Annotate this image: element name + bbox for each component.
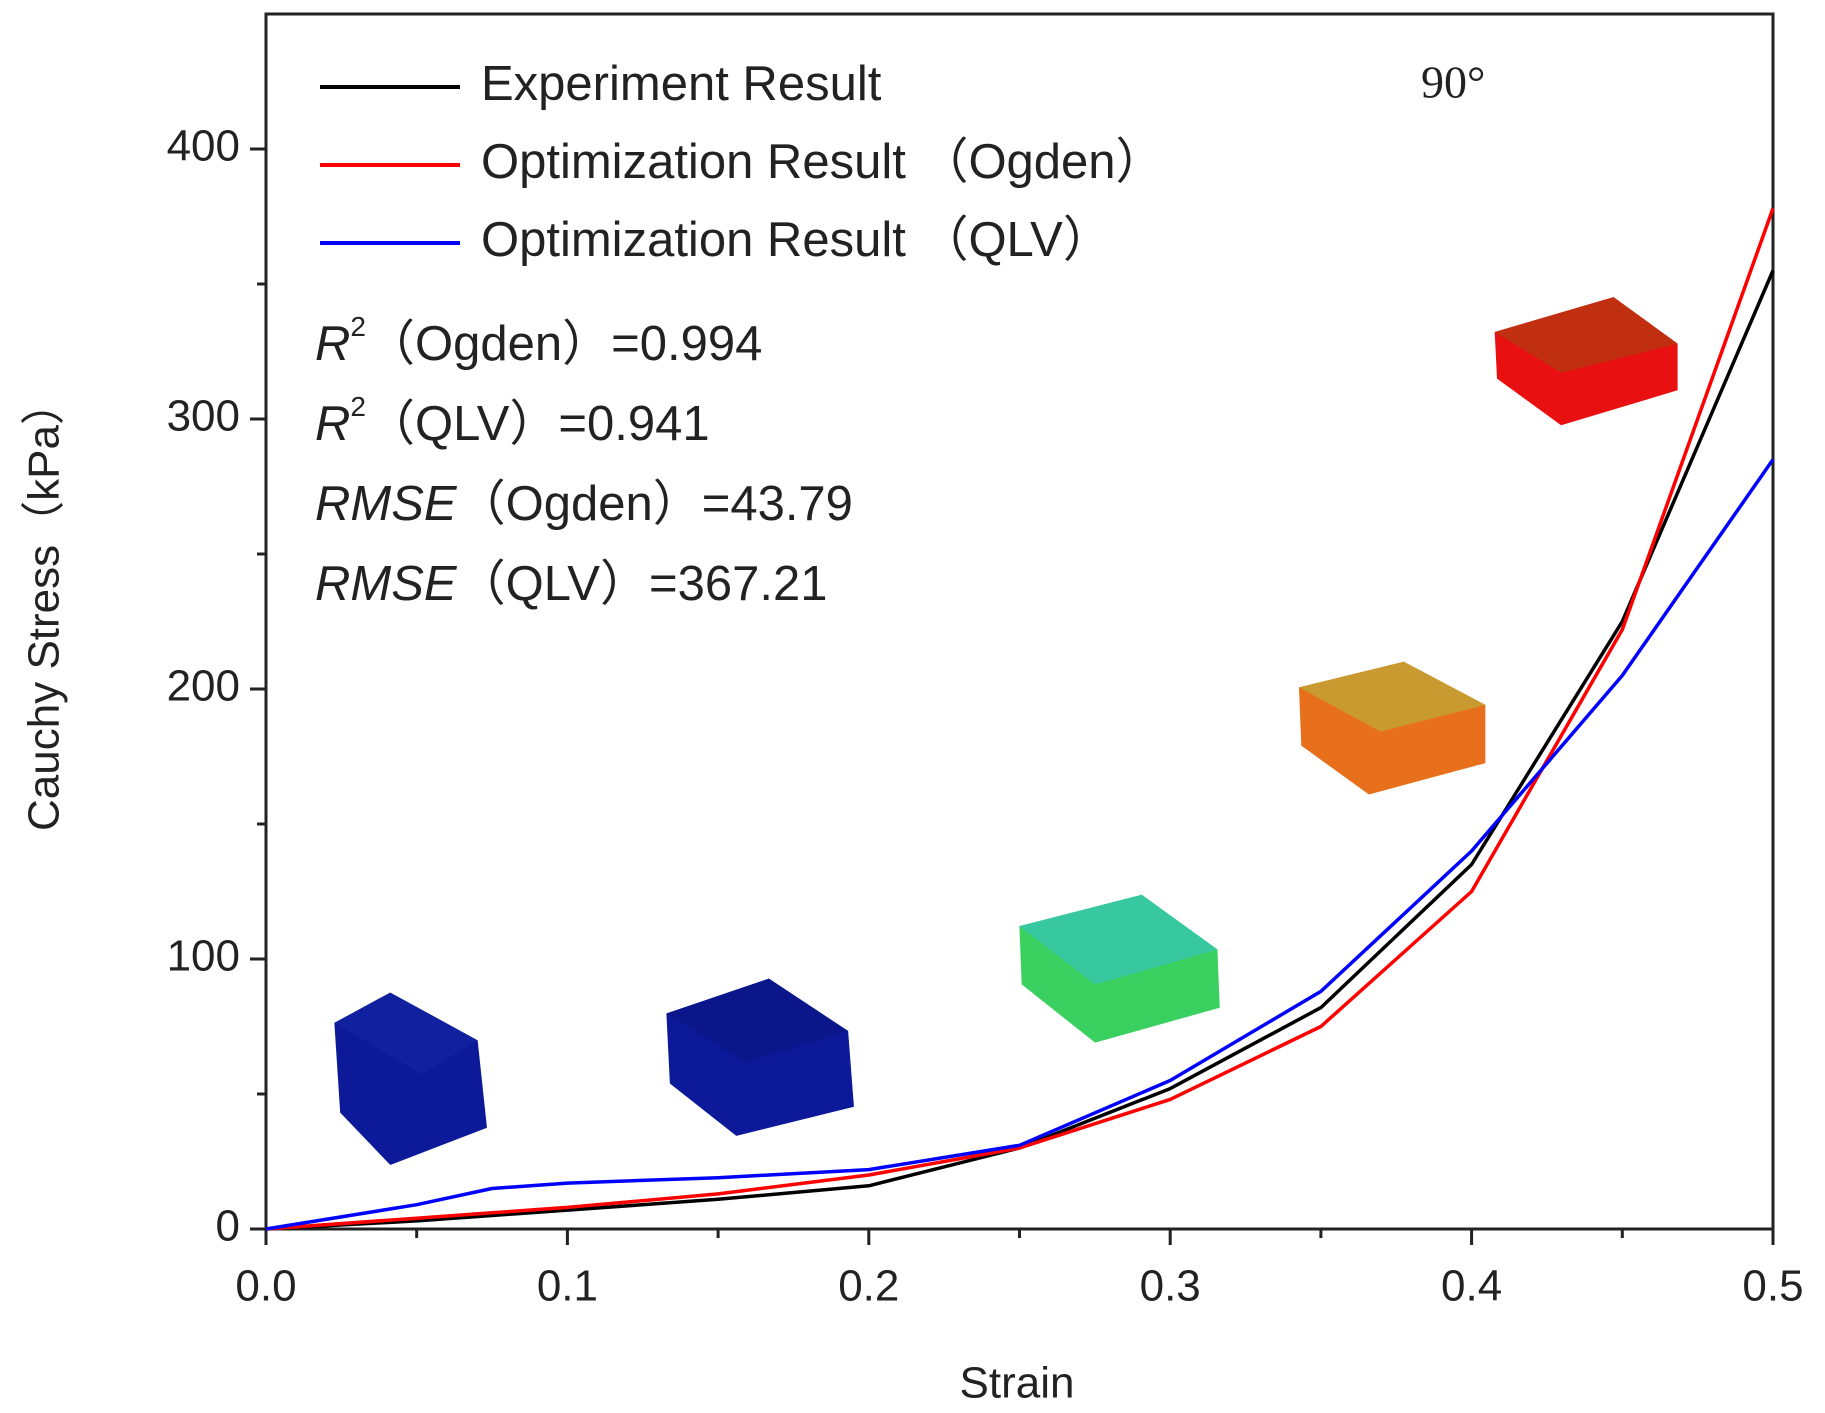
metric-text: （Ogden）=0.994: [366, 317, 762, 371]
legend-label: Optimization Result （QLV）: [481, 213, 1112, 267]
metric-superscript: 2: [350, 311, 366, 342]
y-tick-label: 400: [167, 122, 240, 171]
fit-metric: R2（Ogden）=0.994: [315, 311, 762, 371]
y-tick-label: 100: [167, 932, 240, 981]
legend-label: Experiment Result: [481, 57, 882, 111]
y-tick-label: 200: [167, 662, 240, 711]
fit-metric: R2（QLV）=0.941: [315, 391, 710, 451]
x-tick-label: 0.2: [838, 1262, 899, 1311]
metric-text: （QLV）=367.21: [457, 557, 828, 611]
fe-cube-illustrations: [334, 297, 1678, 1165]
x-tick-label: 0.0: [235, 1262, 296, 1311]
metric-symbol: RMSE: [315, 557, 458, 611]
x-tick-label: 0.4: [1441, 1262, 1502, 1311]
y-axis-title: Cauchy Stress（kPa）: [20, 381, 69, 831]
fit-metric: RMSE（Ogden）=43.79: [315, 477, 853, 531]
x-tick-label: 0.5: [1742, 1262, 1803, 1311]
metric-superscript: 2: [350, 391, 366, 422]
fit-metric: RMSE（QLV）=367.21: [315, 557, 827, 611]
x-tick-label: 0.1: [537, 1262, 598, 1311]
metric-text: （QLV）=0.941: [366, 397, 710, 451]
x-axis-title: Strain: [960, 1359, 1075, 1408]
metric-symbol: R: [315, 317, 350, 371]
x-tick-label: 0.3: [1140, 1262, 1201, 1311]
plot-frame: [264, 12, 1775, 1231]
metric-text: （Ogden）=43.79: [457, 477, 853, 531]
metric-symbol: RMSE: [315, 477, 458, 531]
series-line: [265, 458, 1775, 1231]
metric-symbol: R: [315, 397, 350, 451]
series-line: [265, 207, 1775, 1231]
angle-label: 90°: [1421, 57, 1485, 108]
legend-label: Optimization Result （Ogden）: [481, 135, 1165, 189]
y-tick-label: 300: [167, 392, 240, 441]
y-tick-label: 0: [216, 1202, 240, 1251]
